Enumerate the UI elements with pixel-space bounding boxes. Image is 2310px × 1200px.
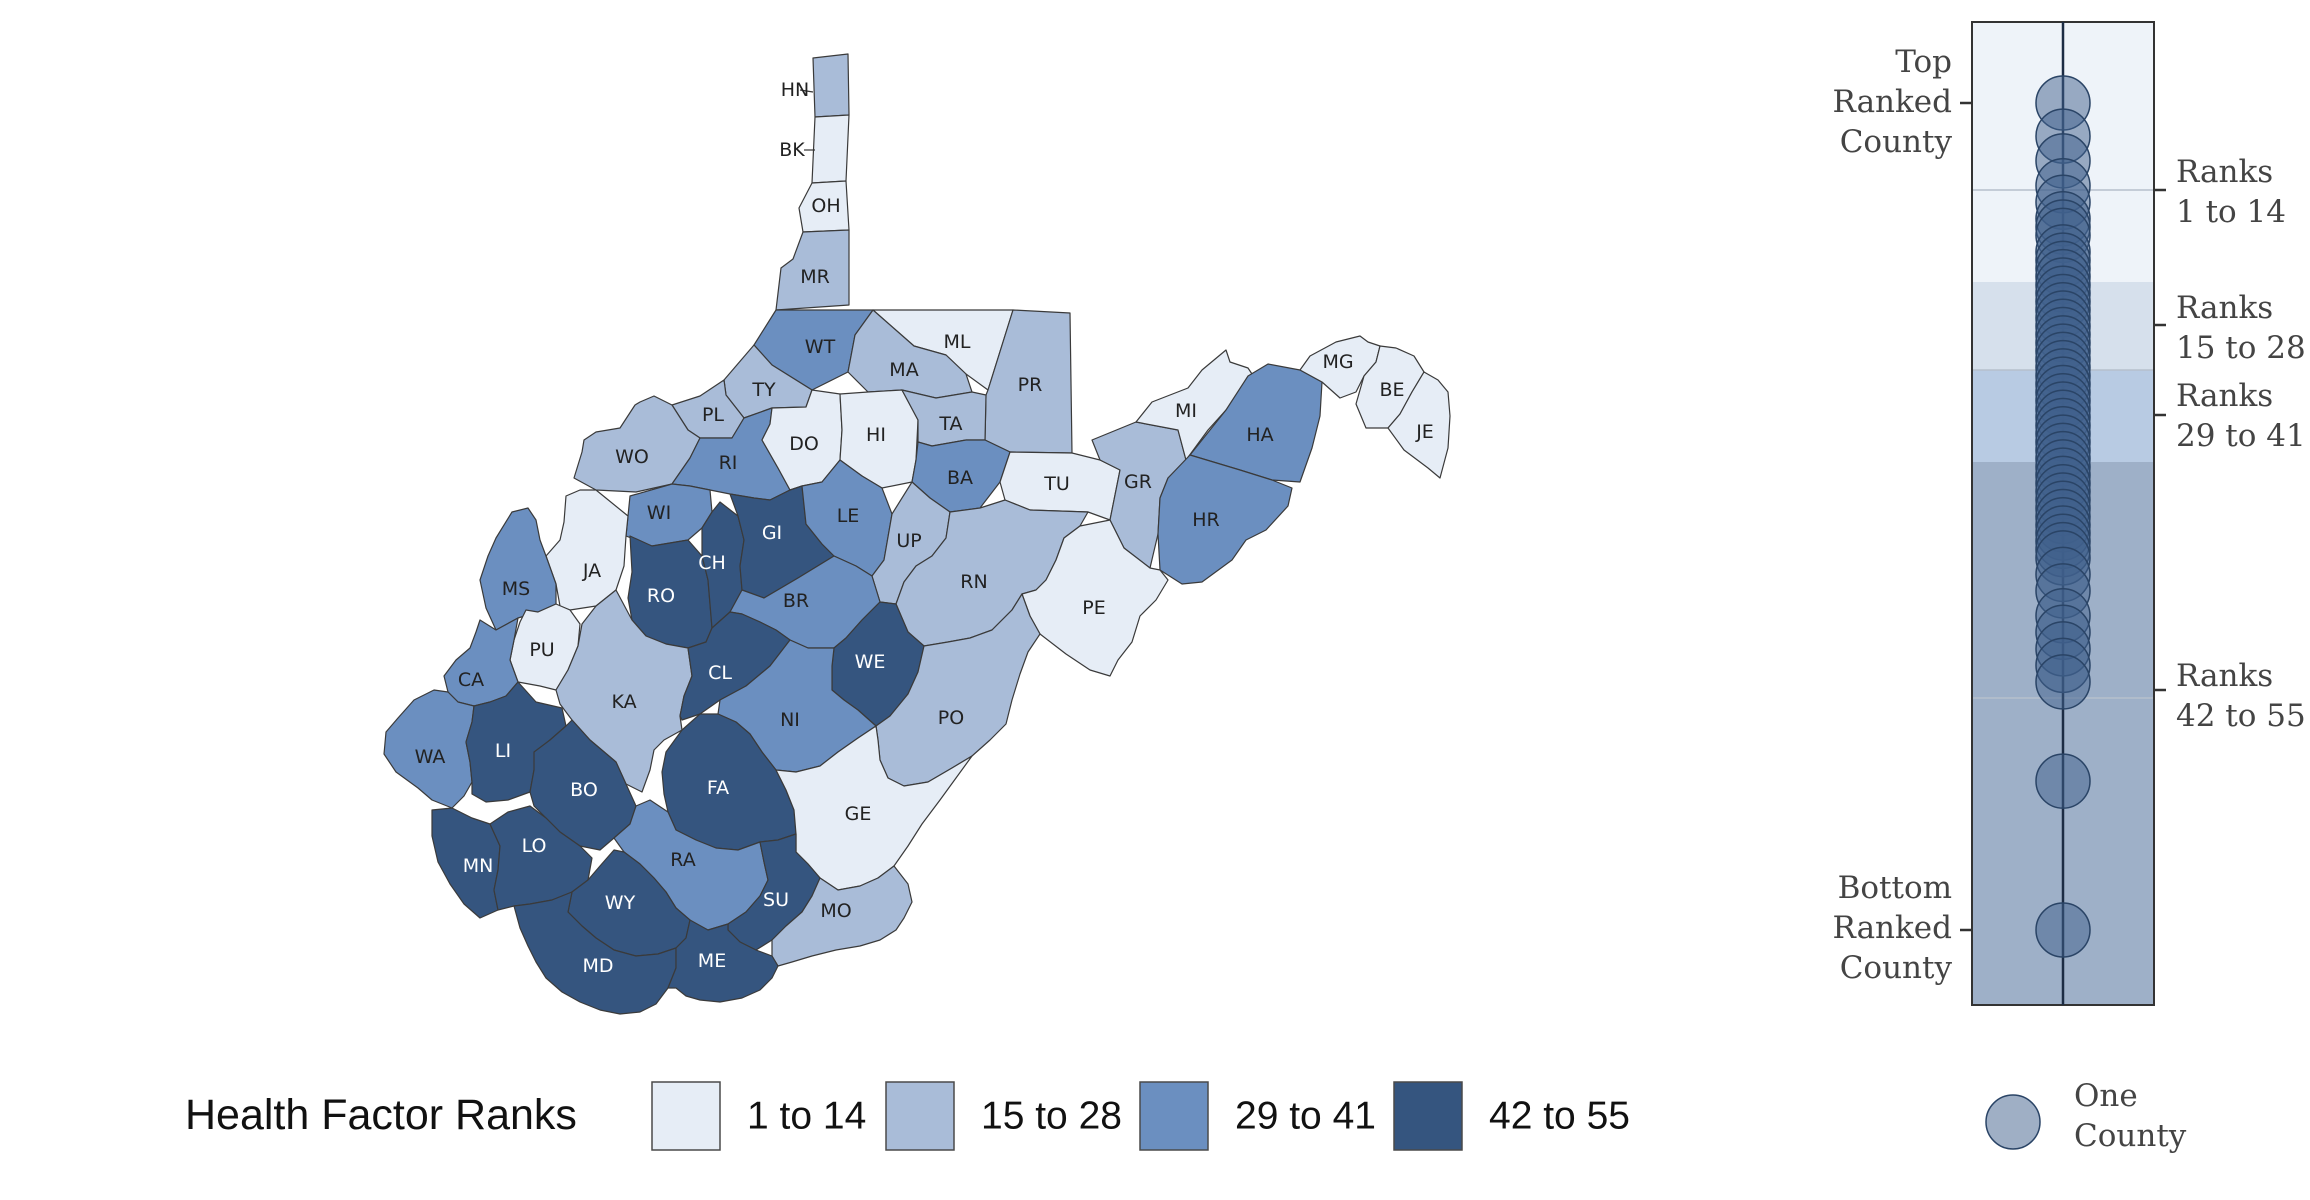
- county-label-lo: LO: [522, 835, 547, 857]
- county-label-ms: MS: [502, 578, 530, 600]
- county-label-mg: MG: [1322, 351, 1353, 373]
- county-label-le: LE: [837, 505, 860, 527]
- county-label-gr: GR: [1124, 471, 1152, 493]
- county-ca: [443, 617, 519, 707]
- county-label-wa: WA: [415, 746, 446, 768]
- county-label-wi: WI: [647, 502, 671, 524]
- county-me: [667, 919, 779, 1003]
- county-label-ml: ML: [944, 331, 971, 353]
- one-county-key-dot: [1985, 1094, 2041, 1150]
- county-label-ge: GE: [845, 803, 872, 825]
- county-label-pr: PR: [1018, 374, 1043, 396]
- county-label-do: DO: [789, 433, 819, 455]
- county-label-mr: MR: [800, 266, 830, 288]
- county-rank-dot: [2035, 753, 2091, 809]
- county-hn: [812, 53, 850, 118]
- county-label-bk: BK: [779, 139, 805, 161]
- county-label-wt: WT: [805, 336, 836, 358]
- county-label-md: MD: [582, 955, 613, 977]
- county-hr: [1157, 454, 1293, 585]
- rank-strip-panel: Top Ranked County Bottom Ranked County Ranks 1 …: [1833, 21, 2306, 1006]
- county-label-fa: FA: [707, 777, 729, 799]
- legend-swatch-1: [651, 1081, 721, 1151]
- county-label-pl: PL: [702, 404, 724, 426]
- county-label-br: BR: [783, 590, 809, 612]
- top-ranked-label: Top Ranked County: [1833, 44, 1953, 160]
- county-label-pu: PU: [529, 639, 554, 661]
- legend-swatch-4: [1393, 1081, 1463, 1151]
- county-label-tu: TU: [1043, 473, 1070, 495]
- county-label-oh: OH: [811, 195, 840, 217]
- county-label-ja: JA: [582, 560, 601, 582]
- county-label-ha: HA: [1246, 424, 1273, 446]
- band-label-2: Ranks 15 to 28: [2176, 290, 2306, 366]
- county-label-mi: MI: [1175, 400, 1197, 422]
- county-rank-dot: [2035, 902, 2091, 958]
- county-ba: [911, 439, 1011, 513]
- county-label-gi: GI: [762, 522, 782, 544]
- legend-label-1: 1 to 14: [747, 1095, 866, 1138]
- county-label-hr: HR: [1192, 509, 1220, 531]
- county-ka: [555, 589, 693, 793]
- county-label-pe: PE: [1082, 597, 1105, 619]
- county-label-ma: MA: [889, 359, 918, 381]
- band-label-4: Ranks 42 to 55: [2176, 658, 2306, 734]
- county-label-ka: KA: [611, 691, 636, 713]
- county-label-li: LI: [495, 740, 511, 762]
- county-label-ni: NI: [780, 709, 800, 731]
- county-mo: [771, 865, 913, 967]
- band-label-3: Ranks 29 to 41: [2176, 378, 2306, 454]
- legend-swatch-3: [1139, 1081, 1209, 1151]
- legend-title: Health Factor Ranks: [185, 1091, 577, 1139]
- legend-label-4: 42 to 55: [1489, 1095, 1630, 1138]
- county-label-su: SU: [763, 889, 789, 911]
- county-label-ca: CA: [458, 669, 484, 691]
- map-legend: Health Factor Ranks 1 to 14 15 to 28 29 to …: [185, 1081, 1630, 1151]
- legend-label-2: 15 to 28: [981, 1095, 1122, 1138]
- band-label-1: Ranks 1 to 14: [2176, 154, 2286, 230]
- county-label-ra: RA: [670, 849, 695, 871]
- county-label-bo: BO: [570, 779, 598, 801]
- county-label-cl: CL: [708, 662, 732, 684]
- county-label-po: PO: [938, 707, 964, 729]
- county-label-ch: CH: [698, 552, 726, 574]
- county-label-wo: WO: [615, 446, 649, 468]
- county-label-mn: MN: [463, 855, 494, 877]
- county-label-ro: RO: [647, 585, 675, 607]
- county-label-hi: HI: [866, 424, 886, 446]
- county-wa: [383, 689, 475, 809]
- county-je: [1387, 371, 1451, 479]
- county-wo: [573, 395, 701, 493]
- county-label-hn: HN: [781, 79, 810, 101]
- county-tu: [999, 451, 1121, 521]
- county-pe: [1021, 519, 1169, 677]
- county-label-ba: BA: [947, 467, 973, 489]
- county-label-we: WE: [855, 651, 886, 673]
- west-virginia-county-map: HN BK OH MR WT ML MA PR TY PL WO RI DO HI TA BA TU GR MI HA…: [383, 53, 1451, 1015]
- one-county-key-label: One County: [2074, 1078, 2187, 1154]
- county-label-ty: TY: [751, 379, 776, 401]
- county-bk: [811, 114, 850, 184]
- county-label-ri: RI: [719, 452, 738, 474]
- county-label-up: UP: [896, 530, 921, 552]
- one-county-key: One County: [1985, 1078, 2187, 1154]
- county-label-je: JE: [1415, 421, 1434, 443]
- bottom-ranked-label: Bottom Ranked County: [1833, 870, 1953, 986]
- county-label-mo: MO: [820, 900, 851, 922]
- legend-swatch-2: [885, 1081, 955, 1151]
- county-label-wy: WY: [605, 892, 636, 914]
- county-label-rn: RN: [960, 571, 987, 593]
- legend-label-3: 29 to 41: [1235, 1095, 1376, 1138]
- county-label-ta: TA: [938, 413, 962, 435]
- county-label-me: ME: [698, 950, 726, 972]
- county-label-be: BE: [1379, 379, 1404, 401]
- county-label-leader-hn: [799, 89, 814, 93]
- county-rank-dot: [2035, 654, 2091, 710]
